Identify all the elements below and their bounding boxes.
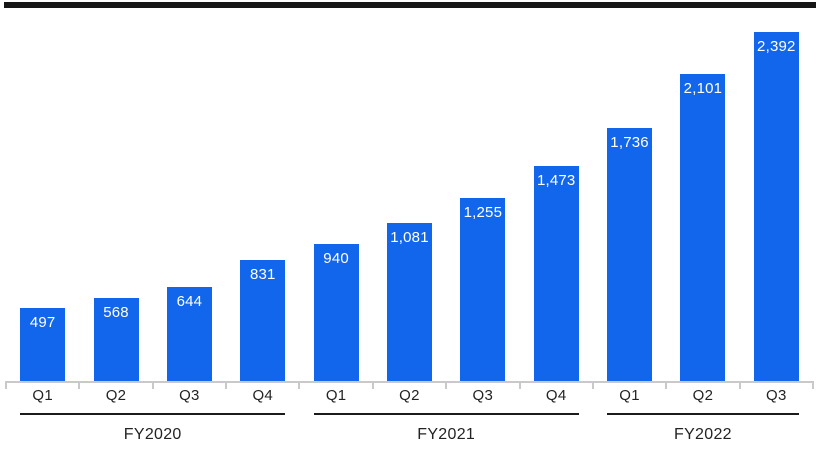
fy2020-group-underline bbox=[20, 413, 286, 415]
bar-fy2021-q1: 940 bbox=[313, 244, 359, 381]
bar-value-label-fy2021-q4: 1,473 bbox=[536, 172, 576, 189]
x-axis-baseline bbox=[6, 381, 813, 383]
bar-value-label-fy2021-q3: 1,255 bbox=[463, 204, 503, 221]
fy2021-group-underline bbox=[313, 413, 579, 415]
x-axis-tick bbox=[371, 381, 374, 389]
x-tick-label-fy2020-q2: Q2 bbox=[105, 387, 127, 404]
top-divider-rule bbox=[4, 2, 816, 8]
bar-value-label-fy2021-q2: 1,081 bbox=[390, 229, 429, 246]
bar-value-label-fy2020-q4: 831 bbox=[249, 266, 276, 283]
fy2020-group-label: FY2020 bbox=[123, 426, 182, 443]
bar-fy2022-q3: 2,392 bbox=[753, 32, 799, 381]
bar-value-label-fy2020-q3: 644 bbox=[176, 293, 203, 310]
x-axis-tick bbox=[738, 381, 741, 389]
x-axis-tick bbox=[298, 381, 301, 389]
x-tick-label-fy2021-q4: Q4 bbox=[545, 387, 567, 404]
bar-fy2020-q3: 644 bbox=[166, 287, 212, 381]
x-axis-tick bbox=[151, 381, 154, 389]
x-axis-tick bbox=[591, 381, 594, 389]
x-tick-label-fy2020-q3: Q3 bbox=[179, 387, 200, 404]
bar-fy2020-q2: 568 bbox=[93, 298, 139, 381]
x-axis-tick bbox=[812, 381, 814, 389]
x-axis-tick bbox=[78, 381, 81, 389]
bar-fy2022-q2: 2,101 bbox=[680, 74, 726, 381]
bar-fy2021-q2: 1,081 bbox=[387, 223, 432, 381]
bar-fy2020-q1: 497 bbox=[20, 308, 66, 381]
bar-fy2020-q4: 831 bbox=[240, 260, 286, 381]
x-tick-label-fy2022-q1: Q1 bbox=[619, 387, 640, 404]
bar-value-label-fy2021-q1: 940 bbox=[323, 250, 349, 267]
x-axis-tick bbox=[5, 381, 7, 389]
x-axis-tick bbox=[518, 381, 521, 389]
x-tick-label-fy2021-q2: Q2 bbox=[399, 387, 420, 404]
x-tick-label-fy2022-q2: Q2 bbox=[692, 387, 714, 404]
bar-value-label-fy2022-q1: 1,736 bbox=[610, 134, 649, 151]
fy2021-group-label: FY2021 bbox=[417, 426, 476, 443]
bar-value-label-fy2022-q3: 2,392 bbox=[757, 38, 796, 55]
x-tick-label-fy2020-q4: Q4 bbox=[252, 387, 274, 404]
x-axis-tick bbox=[445, 381, 448, 389]
x-axis-tick bbox=[665, 381, 668, 389]
bar-fy2022-q1: 1,736 bbox=[607, 128, 653, 381]
bar-value-label-fy2020-q1: 497 bbox=[29, 314, 56, 331]
x-tick-label-fy2021-q1: Q1 bbox=[325, 387, 347, 404]
bar-fy2021-q3: 1,255 bbox=[460, 198, 506, 381]
x-tick-label-fy2022-q3: Q3 bbox=[765, 387, 787, 404]
bar-value-label-fy2022-q2: 2,101 bbox=[683, 80, 723, 97]
bar-value-label-fy2020-q2: 568 bbox=[103, 304, 129, 321]
fy2022-group-underline bbox=[607, 413, 799, 415]
bar-fy2021-q4: 1,473 bbox=[533, 166, 579, 381]
fy2022-group-label: FY2022 bbox=[674, 426, 732, 443]
x-tick-label-fy2020-q1: Q1 bbox=[32, 387, 53, 404]
x-tick-label-fy2021-q3: Q3 bbox=[472, 387, 494, 404]
x-axis-tick bbox=[225, 381, 228, 389]
